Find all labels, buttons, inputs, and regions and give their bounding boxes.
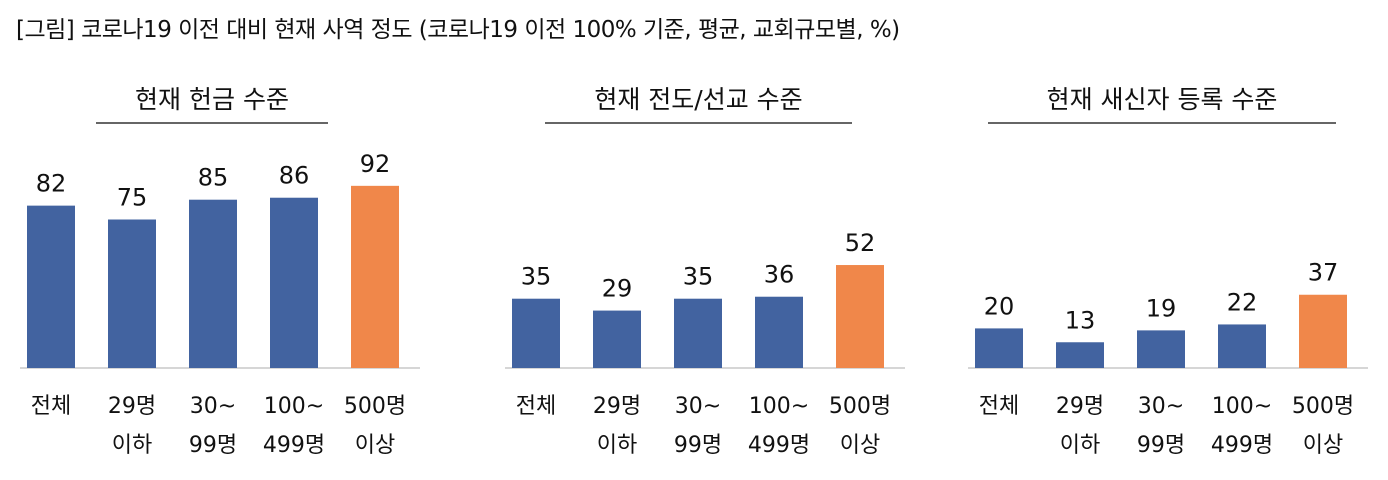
x-tick-label: 100~: [749, 394, 809, 419]
data-label: 85: [198, 164, 229, 192]
x-tick-label: 29명: [108, 394, 156, 419]
x-tick-label: 전체: [516, 394, 556, 419]
data-label: 22: [1227, 288, 1258, 316]
x-tick-label: 100~: [1212, 394, 1272, 419]
data-label: 86: [279, 162, 310, 190]
data-label: 52: [845, 229, 876, 257]
bar-3: [1137, 330, 1185, 368]
figure-title: [그림] 코로나19 이전 대비 현재 사역 정도 (코로나19 이전 100%…: [16, 17, 900, 43]
bar-1: [27, 205, 75, 368]
x-tick-label: 500명: [344, 394, 406, 419]
bar-3: [189, 199, 237, 368]
data-label: 20: [984, 292, 1015, 320]
bar-2: [1056, 342, 1104, 368]
x-tick-label: 30~: [1138, 394, 1184, 419]
data-label: 92: [360, 150, 391, 178]
data-label: 35: [683, 263, 714, 291]
x-tick-label: 99명: [189, 433, 237, 458]
x-tick-label: 이하: [597, 433, 637, 458]
x-tick-label: 30~: [190, 394, 236, 419]
data-label: 19: [1146, 294, 1177, 322]
x-tick-label: 500명: [829, 394, 891, 419]
bar-5: [1299, 294, 1347, 368]
data-label: 75: [117, 184, 148, 212]
x-tick-label: 99명: [1137, 433, 1185, 458]
chart-title: 현재 새신자 등록 수준: [1047, 85, 1278, 114]
x-tick-label: 30~: [675, 394, 721, 419]
x-tick-label: 499명: [1211, 433, 1273, 458]
bar-5: [836, 265, 884, 368]
x-tick-label: 이하: [1060, 433, 1100, 458]
chart-title: 현재 헌금 수준: [135, 85, 289, 114]
chart-title: 현재 전도/선교 수준: [594, 85, 802, 114]
x-tick-label: 99명: [674, 433, 722, 458]
x-tick-label: 29명: [593, 394, 641, 419]
x-tick-label: 500명: [1292, 394, 1354, 419]
bar-1: [512, 298, 560, 368]
bar-2: [593, 310, 641, 368]
data-label: 29: [602, 275, 633, 303]
x-tick-label: 29명: [1056, 394, 1104, 419]
data-label: 37: [1308, 259, 1339, 287]
data-label: 36: [764, 261, 795, 289]
bar-4: [755, 296, 803, 368]
x-tick-label: 이상: [840, 433, 880, 458]
data-label: 82: [36, 170, 67, 198]
data-label: 13: [1065, 306, 1096, 334]
bar-5: [351, 185, 399, 368]
bar-1: [975, 328, 1023, 368]
bar-4: [1218, 324, 1266, 368]
x-tick-label: 100~: [264, 394, 324, 419]
data-label: 35: [521, 263, 552, 291]
x-tick-label: 이상: [1303, 433, 1343, 458]
bar-3: [674, 298, 722, 368]
bar-2: [108, 219, 156, 368]
x-tick-label: 이하: [112, 433, 152, 458]
x-tick-label: 이상: [355, 433, 395, 458]
x-tick-label: 499명: [748, 433, 810, 458]
x-tick-label: 전체: [31, 394, 71, 419]
x-tick-label: 전체: [979, 394, 1019, 419]
bar-4: [270, 197, 318, 368]
x-tick-label: 499명: [263, 433, 325, 458]
